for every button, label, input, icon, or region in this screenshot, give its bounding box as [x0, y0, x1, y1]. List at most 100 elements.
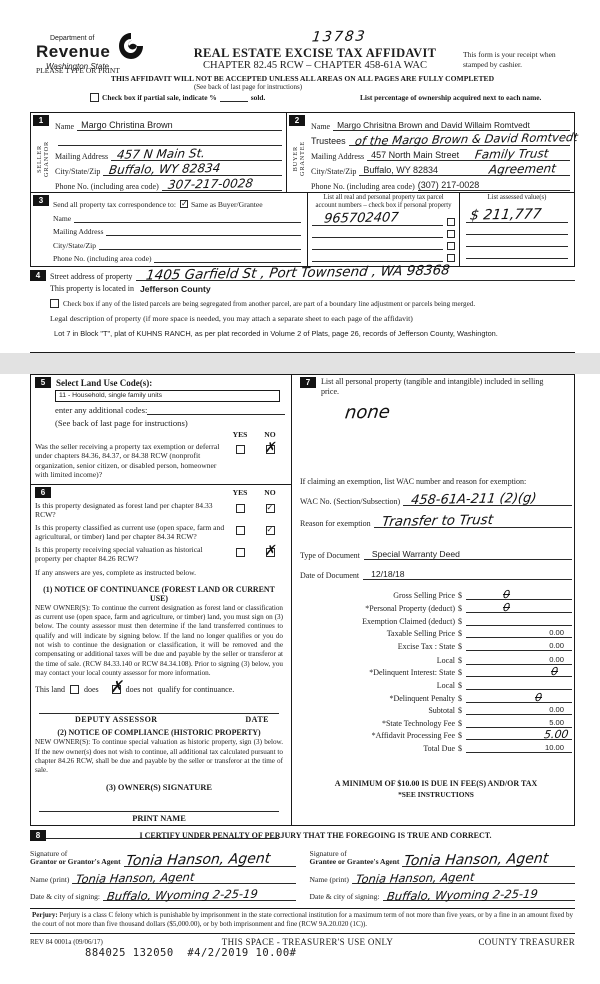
grantee-date-field[interactable]: Buffalo, Wyoming 2-25-19: [382, 887, 575, 903]
buyer-label: BUYER: [291, 145, 299, 172]
buyer-phone-field[interactable]: (307) 217-0028: [417, 180, 570, 191]
doc-date-value: 12/18/18: [371, 568, 405, 579]
seller-name-field-2[interactable]: [58, 136, 282, 146]
partial-sale-label: Check box if partial sale, indicate %: [102, 93, 217, 102]
main-columns: 5 Select Land Use Code(s): 11 - Househol…: [30, 374, 575, 840]
corr-name-field[interactable]: [74, 213, 301, 223]
treasurer-space-label: THIS SPACE - TREASURER'S USE ONLY: [221, 936, 394, 947]
deputy-assessor-signature-field[interactable]: [39, 702, 279, 715]
exemption-claimed-label: Exemption Claimed (deduct): [362, 616, 455, 626]
buyer-city-field[interactable]: Buffalo, WY 82834 Agreement: [359, 161, 570, 177]
delinquent-interest-state-field[interactable]: 0: [466, 665, 572, 678]
doc-type-value: Special Warranty Deed: [371, 548, 460, 559]
s5-yes-checkbox[interactable]: [235, 444, 245, 454]
parcel-personal-checkbox-4[interactable]: [447, 253, 455, 262]
exemption-deferral-question: Was the seller receiving a property tax …: [35, 442, 220, 480]
same-as-buyer-checkbox[interactable]: ✓: [179, 199, 188, 208]
doc-date-field[interactable]: 12/18/18: [363, 568, 572, 580]
additional-codes-field[interactable]: [147, 405, 285, 415]
assessed-field-2[interactable]: [466, 225, 568, 236]
dollar-sign: $: [458, 603, 462, 613]
section-3-badge: 3: [33, 195, 49, 206]
seller-city-value: Buffalo, WY 82834: [108, 161, 222, 177]
state-technology-fee-field[interactable]: 5.00: [466, 717, 572, 728]
buyer-name-field[interactable]: Margo Chrisitna Brown and David Willaim …: [333, 120, 570, 131]
gross-selling-price-field[interactable]: 0: [466, 588, 572, 601]
seller-name-field[interactable]: Margo Christina Brown: [77, 120, 282, 131]
dollar-sign: $: [458, 718, 462, 728]
forest-yes-checkbox[interactable]: [235, 503, 245, 513]
grantor-date-handwritten: Buffalo, Wyoming 2-25-19: [106, 886, 259, 904]
grantee-date-handwritten: Buffalo, Wyoming 2-25-19: [385, 886, 539, 904]
parcel-field-1[interactable]: 965702407: [312, 210, 443, 227]
form-revision-number: REV 84 0001a (09/06/17): [30, 937, 103, 946]
personal-property-deduct-field[interactable]: 0: [466, 601, 572, 614]
current-use-no-checkbox[interactable]: ✓: [265, 525, 275, 535]
subtotal-field[interactable]: 0.00: [466, 704, 572, 716]
land-does-not-checkbox[interactable]: ✗: [110, 677, 126, 696]
taxable-selling-price-field[interactable]: 0.00: [466, 627, 572, 639]
land-does-checkbox[interactable]: [70, 685, 79, 695]
buyer-name-label: Name: [311, 122, 331, 131]
delinquent-penalty-field[interactable]: 0: [466, 690, 572, 704]
buyer-trustees-typed: Trustees: [311, 136, 346, 146]
wac-handwritten: 458-61A-211 (2)(g): [410, 490, 538, 508]
tax-correspondence-row: 3 Send all property tax correspondence t…: [30, 193, 575, 267]
seller-phone-field[interactable]: 307-217-0028: [161, 176, 282, 192]
affidavit-processing-fee-field[interactable]: 5.00: [466, 728, 572, 742]
dollar-sign: $: [458, 706, 462, 716]
grantor-date-field[interactable]: Buffalo, Wyoming 2-25-19: [103, 887, 296, 903]
parcel-field-4[interactable]: [312, 252, 443, 262]
assessed-field-4[interactable]: [466, 249, 568, 260]
washington-state-label: Washington State: [46, 62, 110, 71]
assessed-field-1[interactable]: $ 211,777: [466, 207, 568, 224]
parcel-personal-checkbox-1[interactable]: [447, 217, 455, 226]
owner-signature-field[interactable]: [39, 800, 279, 813]
corr-phone-field[interactable]: [154, 253, 301, 263]
grantee-sig-label-2: Grantee or Grantee's Agent: [309, 857, 400, 867]
buyer-trustees-field[interactable]: of the Margo Brown & David Romtvedt: [348, 130, 578, 148]
historic-no-checkbox[interactable]: ✗: [264, 543, 278, 559]
section-5-badge: 5: [35, 377, 51, 388]
dollar-sign: $: [458, 668, 462, 678]
grantor-signature-field[interactable]: Tonia Hanson, Agent: [123, 851, 296, 869]
parcel-personal-checkbox-3[interactable]: [447, 241, 455, 250]
grantee-print-field[interactable]: Tonia Hanson, Agent: [351, 870, 575, 886]
corr-city-field[interactable]: [99, 240, 301, 250]
grantee-signature-field[interactable]: Tonia Hanson, Agent: [402, 851, 575, 869]
parcel-field-3[interactable]: [312, 240, 443, 250]
buyer-mailing-field[interactable]: 457 North Main Street Family Trust: [367, 146, 570, 162]
wac-field[interactable]: 458-61A-211 (2)(g): [403, 490, 572, 508]
section-8-badge: 8: [30, 830, 46, 841]
seller-mailing-field[interactable]: 457 N Main St.: [111, 146, 282, 162]
print-name-field[interactable]: [39, 827, 279, 840]
land-use-code-field[interactable]: 11 - Household, single family units: [55, 390, 280, 402]
wac-label: WAC No. (Section/Subsection): [300, 496, 401, 506]
seller-mailing-label: Mailing Address: [55, 152, 109, 161]
partial-sale-percent-field[interactable]: [219, 94, 248, 102]
s5-no-checkbox[interactable]: ✗: [264, 440, 278, 456]
delinquent-penalty-label: *Delinquent Penalty: [389, 693, 455, 703]
parcel-personal-checkbox-2[interactable]: [447, 229, 455, 238]
doc-type-field[interactable]: Special Warranty Deed: [363, 548, 572, 560]
historic-yes-checkbox[interactable]: [235, 547, 245, 557]
current-use-yes-checkbox[interactable]: [235, 525, 245, 535]
buyer-side-label: BUYER GRANTEE: [289, 128, 308, 189]
parcel-field-2[interactable]: [312, 228, 443, 238]
total-due-field[interactable]: 10.00: [466, 742, 572, 753]
forest-no-checkbox[interactable]: ✓: [265, 503, 275, 513]
same-as-buyer-label: Same as Buyer/Grantee: [190, 200, 263, 209]
excise-tax-state-field[interactable]: 0.00: [466, 640, 572, 651]
grantor-print-field[interactable]: Tonia Hanson, Agent: [72, 870, 296, 886]
assessed-field-3[interactable]: [466, 237, 568, 248]
local-tax-field[interactable]: 0.00: [466, 654, 572, 665]
partial-sale-checkbox[interactable]: [90, 93, 99, 102]
corr-name-label: Name: [53, 213, 72, 223]
delinquent-local-field[interactable]: [466, 679, 572, 690]
street-address-field[interactable]: 1405 Garfield St , Port Townsend , WA 98…: [136, 262, 575, 284]
corr-mailing-field[interactable]: [106, 226, 301, 236]
reason-field[interactable]: Transfer to Trust: [373, 512, 572, 530]
seller-city-field[interactable]: Buffalo, WY 82834: [103, 161, 282, 177]
segregated-checkbox[interactable]: [50, 299, 59, 308]
exemption-claimed-field[interactable]: [466, 615, 572, 626]
